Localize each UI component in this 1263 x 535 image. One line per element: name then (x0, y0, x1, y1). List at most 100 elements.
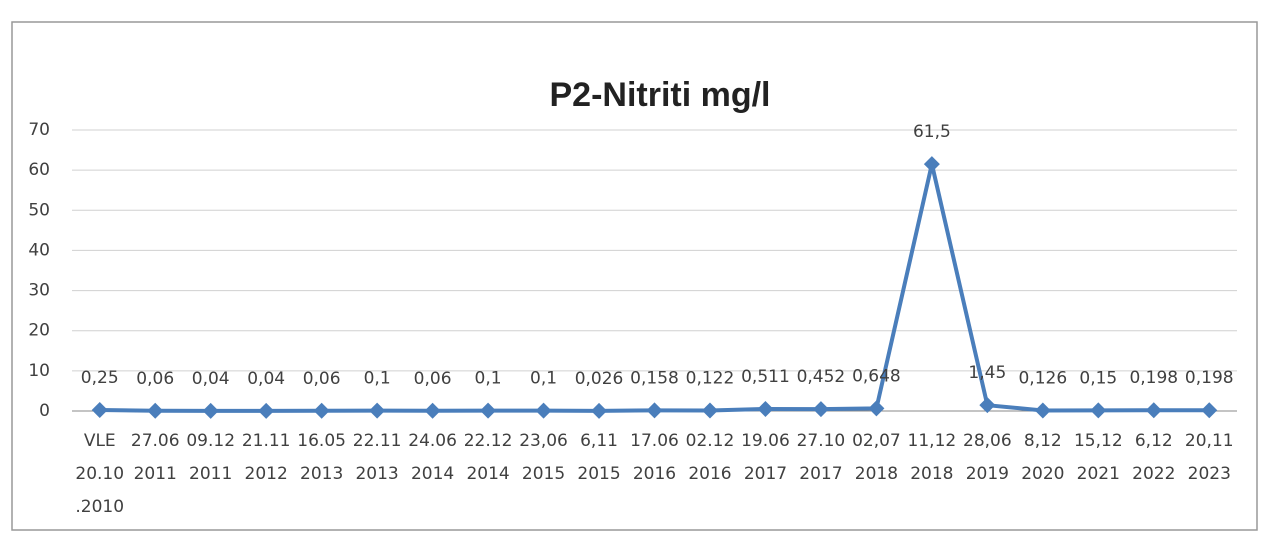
x-tick-label-line: 19.06 (741, 431, 790, 451)
x-tick-label-line: 2015 (577, 464, 620, 484)
x-tick-label-line: 20,11 (1185, 431, 1234, 451)
marker (757, 400, 774, 417)
marker (202, 402, 219, 419)
marker (480, 402, 497, 419)
y-tick-label: 60 (28, 160, 50, 180)
data-label: 0,198 (1129, 368, 1178, 388)
data-label: 0,1 (530, 369, 557, 389)
data-label: 0,06 (303, 369, 341, 389)
marker (91, 401, 108, 418)
x-tick-label: 22.12 2014 (464, 431, 513, 484)
x-tick-label-line: 23,06 (519, 431, 568, 451)
x-tick-label-line: 02.12 (686, 431, 735, 451)
data-label: 0,511 (741, 367, 790, 387)
x-tick-label: 28,06 2019 (963, 431, 1012, 484)
x-tick-label-line: 2012 (245, 464, 288, 484)
x-tick-label-line: 2013 (355, 464, 398, 484)
x-tick-label-line: 22.11 (353, 431, 402, 451)
marker (369, 402, 386, 419)
marker (424, 402, 441, 419)
data-label: 0,122 (686, 369, 735, 389)
x-tick-label-line: 2014 (411, 464, 454, 484)
y-tick-label: 70 (28, 120, 50, 140)
x-tick-label: 02.12 2016 (686, 431, 735, 484)
x-tick-label: 15,12 2021 (1074, 431, 1123, 484)
marker (1201, 402, 1218, 419)
chart-frame (11, 21, 1258, 531)
x-tick-label-line: 20.10 (75, 464, 124, 484)
x-tick-label-line: .2010 (75, 497, 124, 517)
data-label: 0,026 (575, 369, 624, 389)
x-tick-label-line: 22.12 (464, 431, 513, 451)
marker (1090, 402, 1107, 419)
x-tick-label: 27.10 2017 (797, 431, 846, 484)
chart-title: P2-Nitriti mg/l (549, 76, 770, 114)
marker (258, 402, 275, 419)
x-tick-label-line: 6,12 (1135, 431, 1173, 451)
x-tick-label: 8,12 2020 (1021, 431, 1064, 484)
x-tick-label-line: 24.06 (408, 431, 457, 451)
x-tick-label: 23,06 2015 (519, 431, 568, 484)
x-tick-label: 27.06 2011 (131, 431, 180, 484)
marker (979, 397, 996, 414)
x-tick-label-line: 2021 (1077, 464, 1120, 484)
x-tick-label-line: 2023 (1188, 464, 1231, 484)
marker (1034, 402, 1051, 419)
x-tick-label-line: 2022 (1132, 464, 1175, 484)
data-label: 0,06 (414, 369, 452, 389)
y-tick-label: 30 (28, 281, 50, 301)
x-tick-label-line: 2016 (633, 464, 676, 484)
x-tick-label: 02,07 2018 (852, 431, 901, 484)
x-tick-label-line: 2019 (966, 464, 1009, 484)
x-tick-label-line: 21.11 (242, 431, 291, 451)
x-tick-label-line: 27.06 (131, 431, 180, 451)
data-label: 0,158 (630, 368, 679, 388)
x-tick-label: 17.06 2016 (630, 431, 679, 484)
x-tick-label-line: 28,06 (963, 431, 1012, 451)
data-label: 0,06 (136, 369, 174, 389)
x-tick-label-line: 2017 (744, 464, 787, 484)
data-label: 0,1 (475, 369, 502, 389)
data-label: 0,1 (364, 369, 391, 389)
x-tick-label-line: 17.06 (630, 431, 679, 451)
x-tick-label-line: 2020 (1021, 464, 1064, 484)
x-tick-label: 6,11 2015 (577, 431, 620, 484)
x-tick-label-line: 2017 (799, 464, 842, 484)
data-label: 0,04 (247, 369, 285, 389)
x-tick-label-line: 6,11 (580, 431, 618, 451)
x-tick-label-line: 11,12 (908, 431, 957, 451)
x-tick-label-line: 16.05 (297, 431, 346, 451)
x-tick-label: 21.11 2012 (242, 431, 291, 484)
x-tick-label-line: 15,12 (1074, 431, 1123, 451)
marker (868, 400, 885, 417)
x-tick-label-line: 2011 (189, 464, 232, 484)
x-tick-label-line: 2018 (855, 464, 898, 484)
marker (591, 402, 608, 419)
x-tick-label: 19.06 2017 (741, 431, 790, 484)
y-tick-label: 40 (28, 240, 50, 260)
x-tick-label: 6,12 2022 (1132, 431, 1175, 484)
x-tick-label: 24.06 2014 (408, 431, 457, 484)
x-tick-label: 22.11 2013 (353, 431, 402, 484)
y-tick-label: 50 (28, 200, 50, 220)
data-label: 0,648 (852, 366, 901, 386)
x-tick-label-line: 02,07 (852, 431, 901, 451)
marker (812, 401, 829, 418)
marker (535, 402, 552, 419)
marker (701, 402, 718, 419)
x-tick-label-line: VLE (84, 431, 116, 451)
marker (313, 402, 330, 419)
x-tick-label-line: 2014 (466, 464, 509, 484)
x-tick-label-line: 2013 (300, 464, 343, 484)
marker (147, 402, 164, 419)
data-label: 0,126 (1018, 368, 1067, 388)
x-tick-label: 20,11 2023 (1185, 431, 1234, 484)
x-tick-label-line: 09.12 (186, 431, 235, 451)
data-label: 1,45 (968, 363, 1006, 383)
x-tick-label: 11,12 2018 (908, 431, 957, 484)
marker (923, 156, 940, 173)
x-tick-label-line: 2016 (688, 464, 731, 484)
x-tick-label-line: 8,12 (1024, 431, 1062, 451)
